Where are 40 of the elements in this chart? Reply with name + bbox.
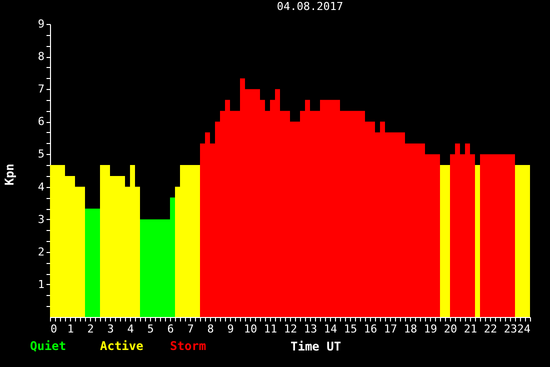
x-tick-label: 22 (484, 322, 498, 336)
y-tick-label: 1 (38, 278, 44, 291)
text: Quiet (30, 339, 66, 353)
x-tick-label: 20 (444, 322, 458, 336)
x-tick-label: 21 (464, 322, 478, 336)
x-tick-label: 14 (324, 322, 338, 336)
x-tick-label: 23 (504, 322, 518, 336)
x-tick-label: 13 (304, 322, 318, 336)
x-tick-label: 7 (187, 322, 194, 336)
x-tick-label: 16 (364, 322, 378, 336)
x-tick-label: 18 (404, 322, 418, 336)
x-tick-label: 6 (167, 322, 174, 336)
x-tick-label: 24 (517, 322, 531, 336)
x-tick-label: 12 (284, 322, 298, 336)
x-tick-label: 11 (264, 322, 278, 336)
x-tick-label: 19 (424, 322, 438, 336)
x-tick-label: 5 (147, 322, 154, 336)
y-tick-label: 6 (38, 115, 44, 128)
x-axis-title: Time UT (290, 340, 342, 354)
x-tick-label: 15 (344, 322, 358, 336)
x-tick-label: 1 (67, 322, 74, 336)
x-tick-label: 17 (384, 322, 398, 336)
y-tick-label: 3 (38, 212, 44, 226)
x-tick-label: 8 (207, 322, 214, 336)
x-tick-label: 4 (127, 322, 134, 336)
y-axis-title: Kpn (2, 164, 16, 186)
series-label: Active (100, 339, 144, 353)
y-tick-label: 7 (38, 82, 44, 96)
x-tick-label: 0 (50, 322, 58, 336)
y-tick-label: 8 (38, 50, 44, 64)
y-tick-label: 9 (38, 18, 44, 30)
chart-title: 04.08.2017 (276, 0, 344, 13)
y-tick-label: 4 (38, 180, 45, 194)
x-tick-label: 3 (107, 322, 114, 336)
series-label: Storm (170, 339, 206, 353)
x-tick-label: 2 (87, 322, 94, 336)
x-tick-label: 9 (227, 322, 234, 336)
y-tick-label: 2 (38, 245, 44, 258)
y-tick-label: 5 (38, 148, 44, 161)
x-tick-label: 10 (244, 322, 258, 336)
